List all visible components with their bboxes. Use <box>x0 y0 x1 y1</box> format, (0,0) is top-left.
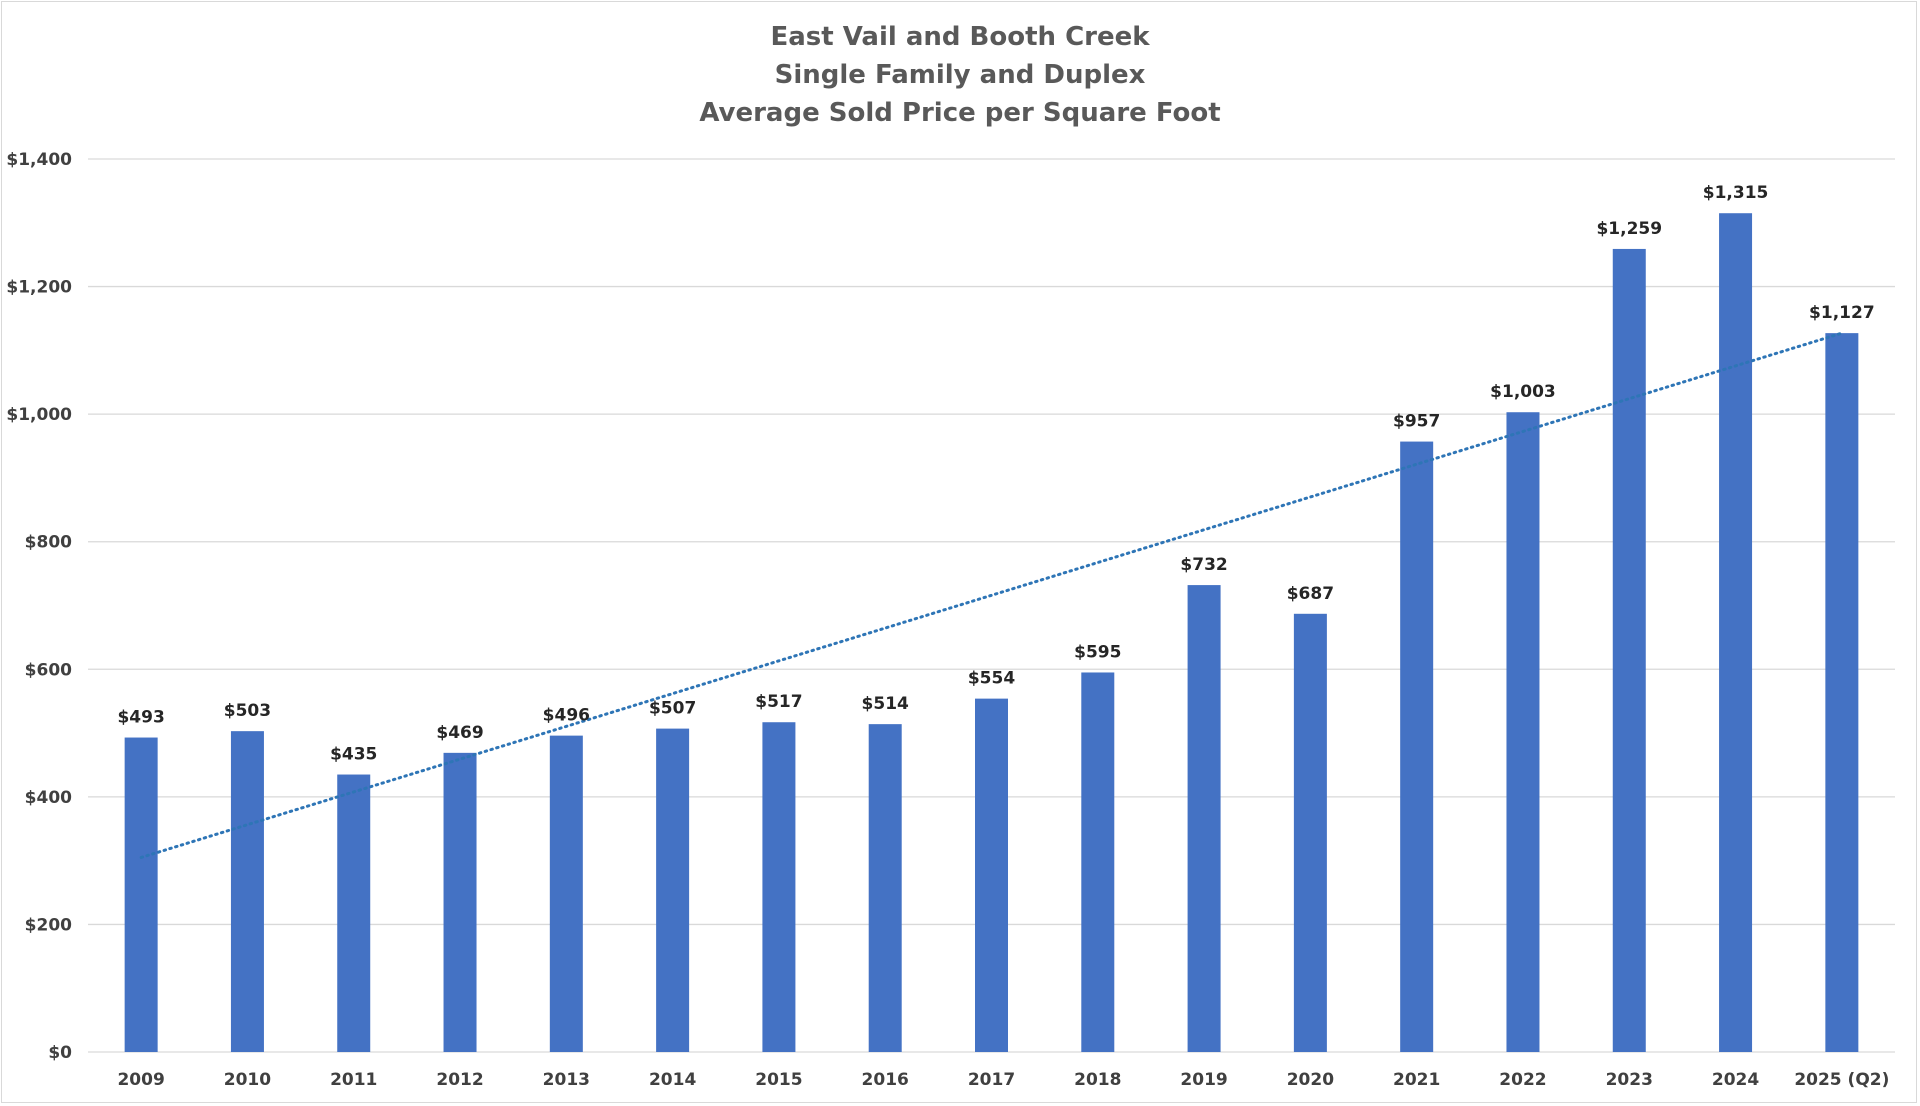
data-label: $507 <box>649 699 696 719</box>
trendline <box>139 331 1844 859</box>
x-axis: 2009 2010 2011 2012 2013 2014 2015 2016 2017 2018… <box>117 1070 1889 1090</box>
x-tick-label: 2016 <box>862 1070 909 1090</box>
bar-2015 <box>762 722 796 1052</box>
x-tick-label: 2022 <box>1499 1070 1546 1090</box>
x-tick-label: 2012 <box>436 1070 483 1090</box>
bar-2020 <box>1293 613 1327 1052</box>
bar-2017 <box>975 698 1008 1052</box>
bar-2021 <box>1400 441 1434 1053</box>
x-tick-label: 2011 <box>330 1070 377 1090</box>
x-tick-label: 2017 <box>968 1070 1015 1090</box>
chart-title-line-3: Average Sold Price per Square Foot <box>699 98 1221 128</box>
data-labels: $493 $503 $435 $469 $496 $507 $517 $514 $554 $595… <box>117 183 1874 764</box>
x-tick-label: 2018 <box>1074 1070 1121 1090</box>
x-tick-label: 2023 <box>1606 1070 1653 1090</box>
trendline-layer <box>139 331 1844 859</box>
x-tick-label: 2024 <box>1712 1070 1759 1090</box>
bar-2019 <box>1187 585 1221 1052</box>
bar-2018 <box>1081 672 1115 1052</box>
y-tick-label: $600 <box>25 660 72 680</box>
data-label: $493 <box>117 708 164 728</box>
data-label: $503 <box>224 701 271 721</box>
bar-2016 <box>868 724 902 1052</box>
x-tick-label: 2025 (Q2) <box>1794 1070 1889 1090</box>
bar-2014 <box>656 728 690 1052</box>
bars <box>124 213 1859 1053</box>
chart-title: East Vail and Booth Creek Single Family … <box>0 18 1920 132</box>
y-tick-label: $0 <box>48 1043 72 1063</box>
data-label: $687 <box>1287 584 1334 604</box>
data-label: $469 <box>436 723 483 743</box>
data-label: $595 <box>1074 642 1121 662</box>
bar-2024 <box>1719 213 1753 1053</box>
data-label: $517 <box>755 692 802 712</box>
data-label: $732 <box>1180 555 1227 575</box>
y-tick-label: $1,400 <box>6 150 72 170</box>
x-tick-label: 2020 <box>1287 1070 1334 1090</box>
y-tick-label: $1,000 <box>6 405 72 425</box>
bar-2012 <box>443 752 477 1052</box>
y-tick-label: $400 <box>25 788 72 808</box>
x-tick-label: 2010 <box>224 1070 271 1090</box>
y-tick-label: $200 <box>25 915 72 935</box>
data-label: $1,259 <box>1596 219 1662 239</box>
data-label: $554 <box>968 669 1015 689</box>
y-axis: $0 $200 $400 $600 $800 $1,000 $1,200 $1,400 <box>6 150 72 1063</box>
chart-title-line-1: East Vail and Booth Creek <box>770 22 1150 52</box>
data-label: $435 <box>330 745 377 765</box>
bar-2025-q2- <box>1825 333 1859 1052</box>
x-tick-label: 2021 <box>1393 1070 1440 1090</box>
x-tick-label: 2019 <box>1180 1070 1227 1090</box>
data-label: $514 <box>862 694 909 714</box>
x-tick-label: 2014 <box>649 1070 696 1090</box>
data-label: $957 <box>1393 412 1440 432</box>
y-tick-label: $1,200 <box>6 278 72 298</box>
chart-title-line-2: Single Family and Duplex <box>774 60 1146 90</box>
x-tick-label: 2015 <box>755 1070 802 1090</box>
bar-2023 <box>1612 248 1646 1052</box>
y-tick-label: $800 <box>25 533 72 553</box>
data-label: $1,315 <box>1703 183 1769 203</box>
data-label: $1,003 <box>1490 382 1556 402</box>
data-label: $1,127 <box>1809 303 1875 323</box>
bar-2022 <box>1506 412 1540 1053</box>
x-tick-label: 2009 <box>117 1070 164 1090</box>
bar-2011 <box>337 774 371 1052</box>
bar-2010 <box>230 731 264 1052</box>
x-tick-label: 2013 <box>543 1070 590 1090</box>
data-label: $496 <box>543 706 590 726</box>
bar-2009 <box>124 737 158 1052</box>
bar-2013 <box>549 735 583 1052</box>
